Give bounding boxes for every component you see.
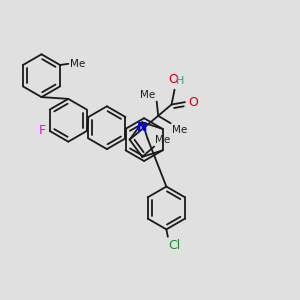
Text: Me: Me [140,90,155,100]
Text: Cl: Cl [168,239,181,252]
Text: N: N [137,121,148,134]
Text: F: F [39,124,46,137]
Text: H: H [176,76,184,86]
Text: Me: Me [70,58,85,68]
Text: Me: Me [172,125,187,135]
Text: O: O [188,96,198,109]
Text: O: O [169,73,178,86]
Text: Me: Me [155,135,170,145]
